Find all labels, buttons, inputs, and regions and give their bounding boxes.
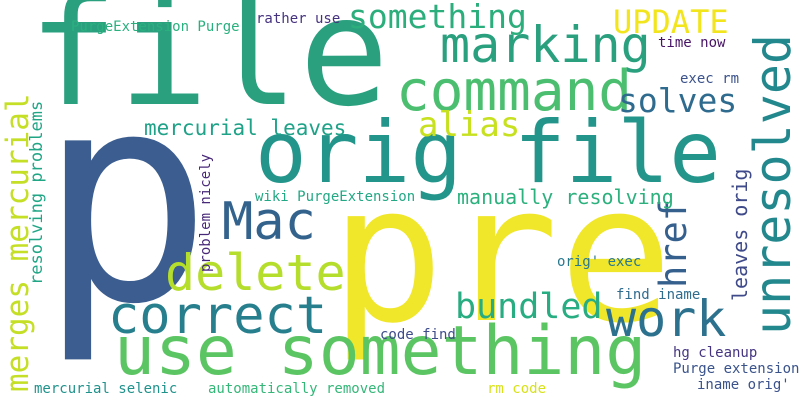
word-leaves-orig: leaves orig: [728, 168, 752, 301]
word-correct: correct: [108, 286, 328, 346]
word-time-now: time now: [658, 35, 726, 51]
word-resolving-problems: resolving problems: [27, 100, 47, 285]
word-orig-exec: orig' exec: [557, 254, 642, 270]
word-wiki-purgeextension: wiki PurgeExtension: [255, 189, 416, 205]
word-unresolved: unresolved: [744, 33, 800, 335]
word-href: href: [652, 198, 695, 288]
word-code-find: code find: [380, 327, 456, 343]
word-marking: marking: [440, 16, 651, 74]
word-exec-rm: exec rm: [680, 71, 740, 87]
word-orig-file: orig file: [255, 103, 721, 203]
word-mac: Mac: [222, 192, 316, 252]
word-bundled: bundled: [455, 287, 603, 327]
word-use-something: use something: [114, 312, 647, 391]
word-mercurial-selenic: mercurial selenic: [34, 381, 178, 397]
word-automatically-removed: automatically removed: [208, 381, 386, 397]
word-rm-code: rm code: [487, 381, 547, 397]
word-command: command: [396, 59, 633, 124]
word-something: something: [348, 0, 527, 36]
word-problem-nicely: problem nicely: [198, 153, 214, 272]
word-mercurial-leaves: mercurial leaves: [144, 116, 347, 140]
word-manually-resolving: manually resolving: [457, 185, 674, 209]
word-purgeextension-purge: PurgeExtension Purge: [71, 19, 240, 35]
word-iname-orig: iname orig': [697, 377, 790, 393]
word-pre: pre: [330, 144, 674, 365]
word-delete: delete: [165, 244, 346, 302]
word-rather-use: rather use: [256, 11, 341, 27]
word-hg-cleanup: hg cleanup: [673, 345, 758, 361]
word-find-iname: find iname: [616, 287, 701, 303]
word-purge-extension: Purge extension: [673, 361, 800, 377]
word-update: UPDATE: [613, 3, 729, 41]
word-solves: solves: [618, 81, 738, 120]
word-p: p: [38, 31, 213, 368]
word-file: file: [28, 0, 390, 140]
word-alias: alias: [418, 105, 521, 145]
word-work: work: [606, 290, 727, 348]
